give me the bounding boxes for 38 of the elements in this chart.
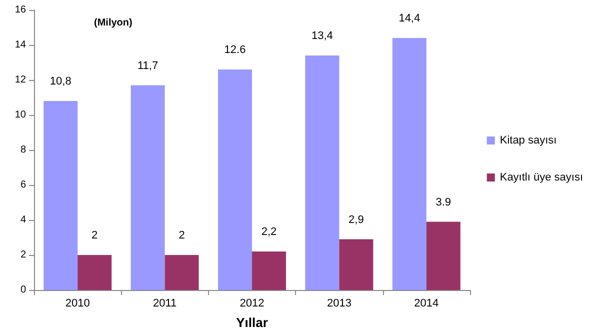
x-tick-label: 2011 — [152, 298, 177, 310]
y-tick-label: 14 — [14, 40, 26, 50]
bar — [339, 239, 374, 290]
legend-label: Kitap sayısı — [500, 134, 557, 146]
y-tick-label: 16 — [14, 4, 26, 16]
bar — [218, 70, 252, 290]
data-label: 14,4 — [398, 12, 420, 24]
data-label: 2 — [92, 230, 98, 242]
data-label: 3.9 — [436, 196, 452, 208]
x-axis-title: Yıllar — [236, 315, 268, 330]
y-tick-label: 10 — [14, 110, 26, 120]
bar — [78, 255, 112, 290]
bar — [130, 85, 165, 290]
y-tick-label: 12 — [14, 74, 26, 86]
bar — [392, 38, 426, 290]
x-tick-label: 2010 — [65, 298, 90, 310]
legend-label: Kayıtlı üye sayısı — [500, 172, 584, 184]
x-tick-label: 2013 — [326, 298, 352, 310]
data-label: 10,8 — [50, 76, 72, 88]
data-label: 13,4 — [311, 30, 333, 42]
y-tick-label: 4 — [20, 214, 26, 226]
data-label: 12.6 — [224, 44, 246, 56]
data-label: 2,2 — [261, 226, 277, 238]
bar — [44, 101, 78, 290]
data-label: 2 — [178, 230, 185, 242]
x-tick-label: 2012 — [240, 298, 264, 310]
bar — [164, 255, 199, 290]
y-tick-label: 2 — [20, 250, 26, 260]
y-axis-title: (Milyon) — [94, 18, 132, 28]
y-tick-label: 0 — [20, 284, 26, 296]
x-tick-label: 2014 — [414, 298, 439, 310]
bar — [426, 222, 460, 290]
y-tick-label: 8 — [20, 144, 26, 156]
bar — [305, 56, 340, 290]
y-tick-label: 6 — [20, 180, 26, 190]
data-label: 11,7 — [138, 60, 158, 72]
data-label: 2,9 — [348, 214, 364, 226]
bar — [252, 252, 286, 290]
